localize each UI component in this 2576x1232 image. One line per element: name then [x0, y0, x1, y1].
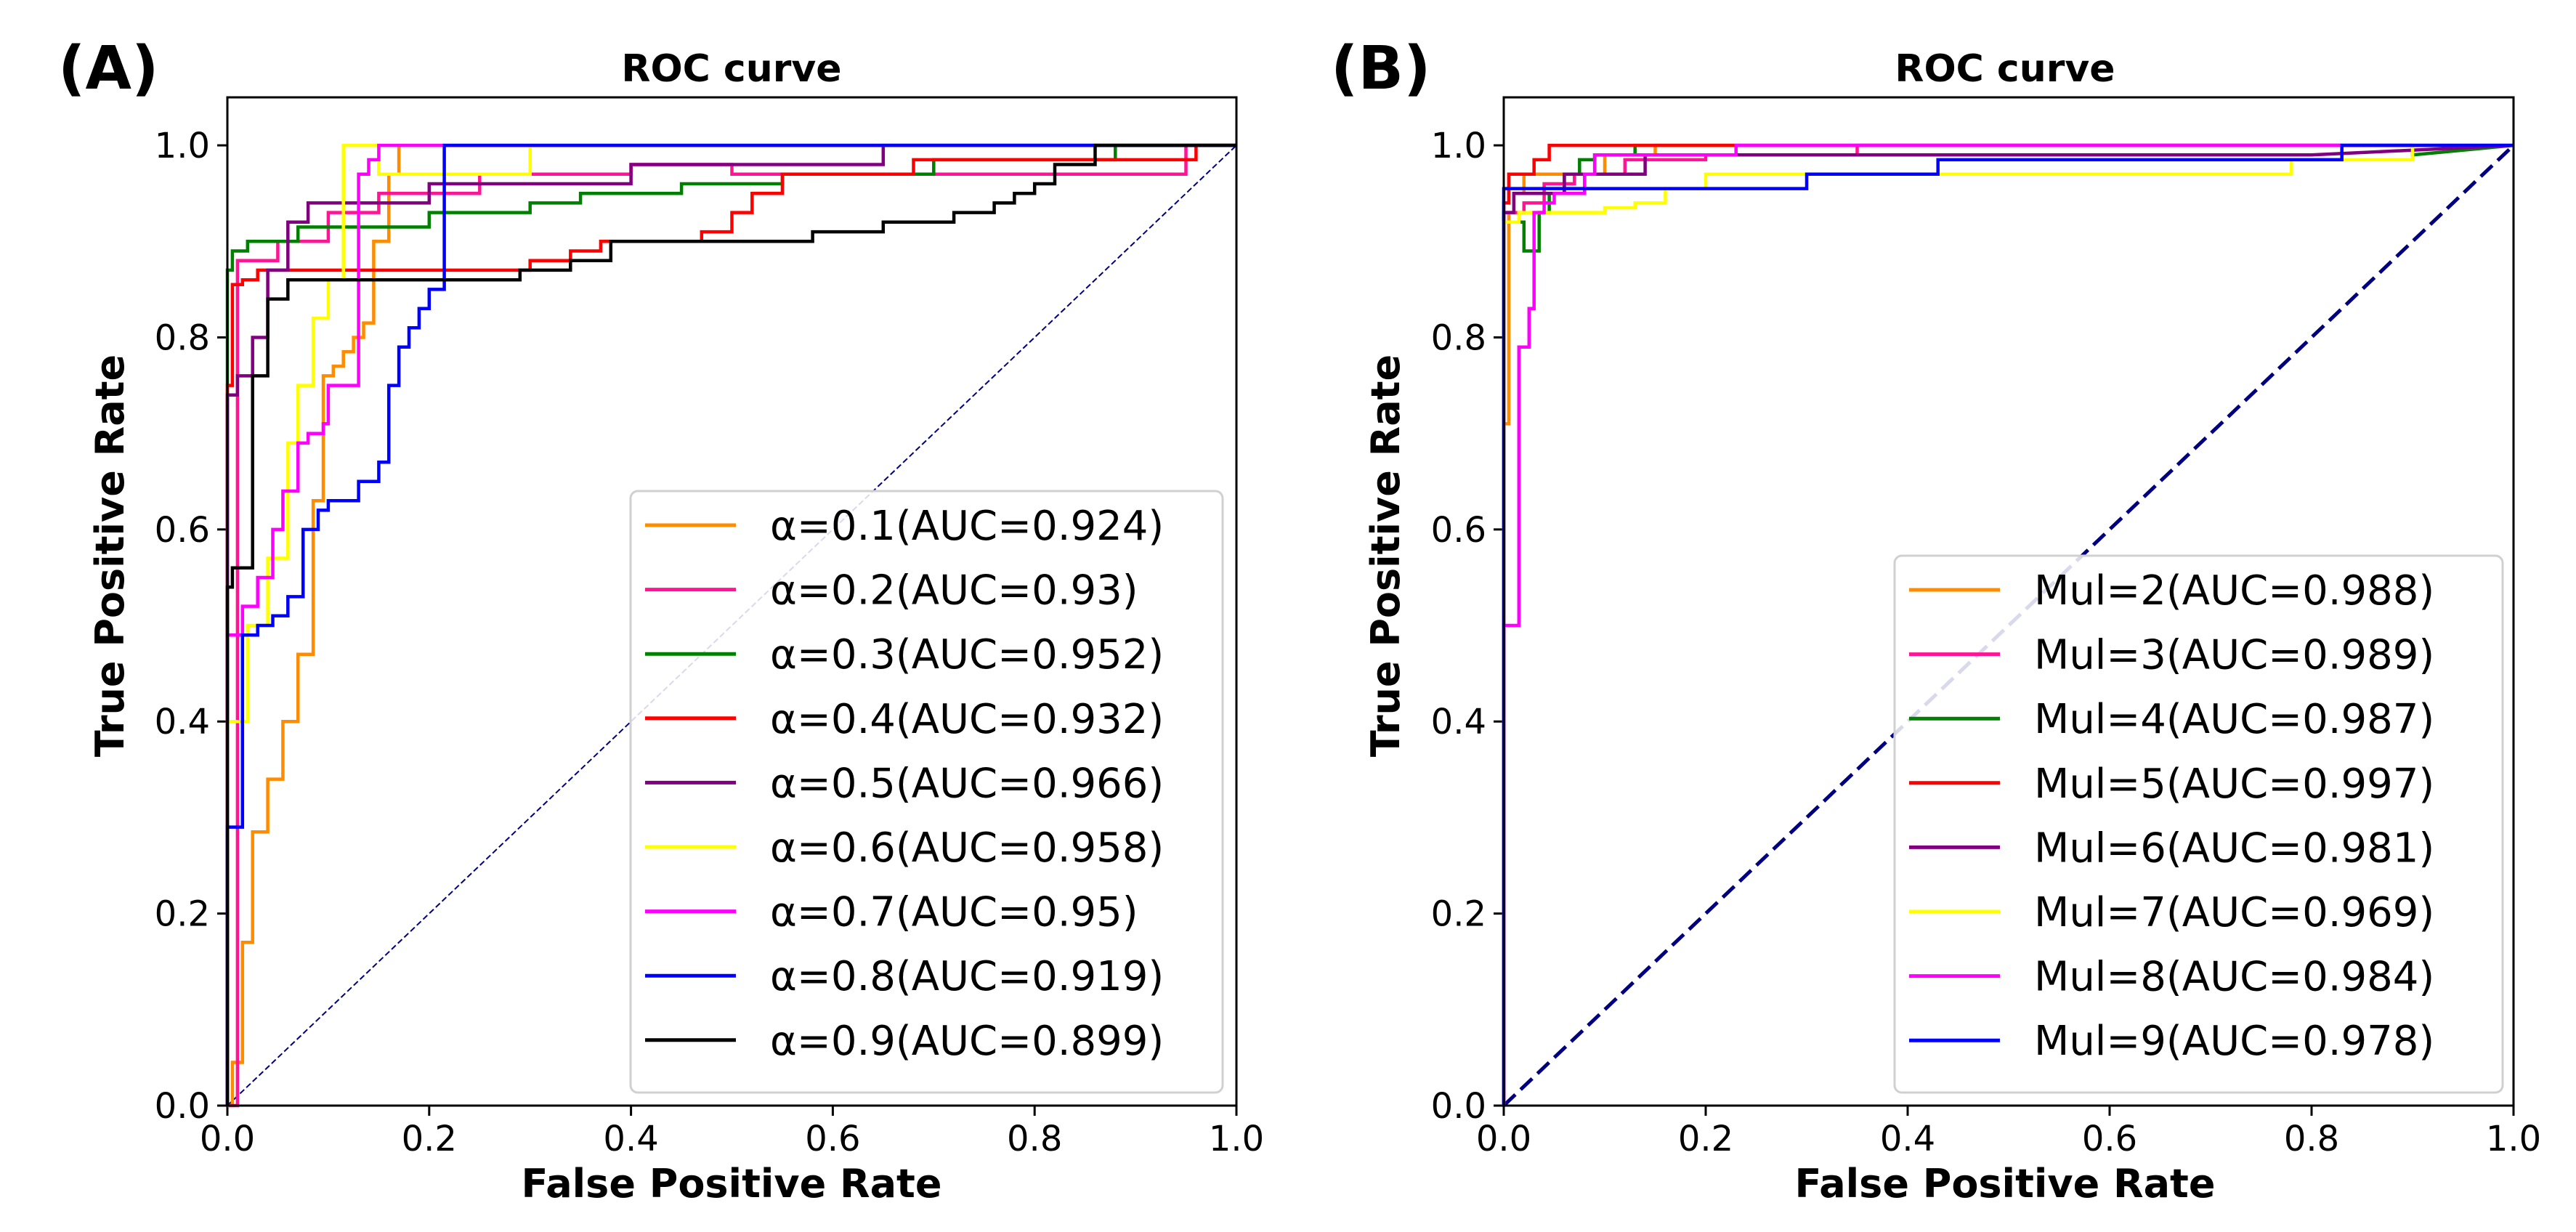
legend-label: α=0.5(AUC=0.966) — [770, 760, 1164, 807]
roc-series-line — [225, 143, 1236, 1106]
ticks: 0.00.0 0.2 0.2 0.4 0.4 0.6 0.6 0.8 0.8 1.0 1.0 — [155, 126, 1265, 1159]
x-tick-label: 0.6 — [805, 1119, 860, 1159]
y-tick-label: 0.2 — [1431, 894, 1486, 935]
roc-series-line — [225, 143, 1236, 1106]
legend-label: Mul=2(AUC=0.988) — [2034, 567, 2434, 615]
diagonal-line — [227, 145, 1237, 1106]
roc-series-line — [225, 143, 1236, 1106]
y-tick-label: 0.2 — [155, 894, 210, 935]
ticks: 0.00.0 0.2 0.2 0.4 0.4 0.6 0.6 0.8 0.8 1.0 1.0 — [1431, 126, 2542, 1159]
roc-series-line — [225, 143, 1236, 1106]
legend-label: α=0.6(AUC=0.958) — [770, 824, 1164, 872]
legend-label: Mul=8(AUC=0.984) — [2034, 954, 2434, 1001]
legend-label: Mul=4(AUC=0.987) — [2034, 696, 2434, 743]
chance-diagonal — [227, 145, 1237, 1106]
x-tick-label: 0.0 — [1476, 1119, 1531, 1159]
legend-label: α=0.3(AUC=0.952) — [770, 631, 1164, 678]
chart-title: ROC curve — [621, 47, 841, 91]
panel-b: (B) ROC curve False Positive Rate True P… — [1331, 34, 2541, 1207]
x-tick-label: 0.4 — [603, 1119, 658, 1159]
chart-title: ROC curve — [1895, 47, 2115, 91]
x-axis-label: False Positive Rate — [1795, 1161, 2216, 1207]
roc-series-line — [225, 143, 1236, 1106]
x-tick-label: 0.0 — [200, 1119, 255, 1159]
legend-label: α=0.8(AUC=0.919) — [770, 953, 1164, 1000]
roc-series-line — [1502, 143, 2514, 1106]
legend-box — [1893, 554, 2504, 1094]
legend-label: Mul=3(AUC=0.989) — [2034, 632, 2434, 679]
y-tick-label: 1.0 — [1431, 126, 1486, 166]
roc-series-line — [1502, 143, 2514, 1106]
legend-label: α=0.9(AUC=0.899) — [770, 1018, 1164, 1065]
y-tick-label: 1.0 — [155, 126, 210, 166]
panel-label: (B) — [1331, 34, 1430, 103]
roc-series-line — [227, 143, 1236, 1108]
legend: Mul=2(AUC=0.988) Mul=3(AUC=0.989) Mul=4(AU… — [1893, 554, 2504, 1094]
roc-curves — [225, 143, 1236, 1108]
y-tick-label: 0.8 — [155, 317, 210, 358]
legend-label: Mul=9(AUC=0.978) — [2034, 1018, 2434, 1065]
y-tick-label: 0.6 — [1431, 510, 1486, 551]
legend-label: Mul=7(AUC=0.969) — [2034, 889, 2434, 936]
legend-label: Mul=6(AUC=0.981) — [2034, 824, 2434, 872]
x-tick-label: 0.2 — [1678, 1119, 1733, 1159]
roc-series-line — [1502, 143, 2514, 1106]
roc-series-line — [225, 143, 1236, 1106]
x-tick-label: 0.8 — [1007, 1119, 1062, 1159]
x-axis-label: False Positive Rate — [522, 1161, 942, 1207]
plot-frame — [1502, 96, 2515, 1107]
y-axis-label: True Positive Rate — [87, 354, 133, 757]
panel-label: (A) — [58, 34, 158, 103]
legend-label: α=0.1(AUC=0.924) — [770, 503, 1164, 550]
y-tick-label: 0.0 — [155, 1086, 210, 1127]
x-tick-label: 1.0 — [1209, 1119, 1264, 1159]
x-tick-label: 0.8 — [2284, 1119, 2339, 1159]
y-tick-label: 0.4 — [155, 702, 210, 742]
legend-label: α=0.7(AUC=0.95) — [770, 889, 1138, 936]
x-tick-label: 0.6 — [2082, 1119, 2137, 1159]
roc-curves — [1502, 143, 2514, 1106]
legend-label: Mul=5(AUC=0.997) — [2034, 761, 2434, 808]
plot-frame — [226, 96, 1238, 1107]
y-tick-label: 0.8 — [1431, 317, 1486, 358]
x-tick-label: 0.2 — [402, 1119, 457, 1159]
y-tick-label: 0.0 — [1431, 1086, 1486, 1127]
y-tick-label: 0.6 — [155, 510, 210, 551]
x-tick-label: 1.0 — [2486, 1119, 2541, 1159]
roc-series-line — [1502, 143, 2514, 1106]
x-tick-label: 0.4 — [1880, 1119, 1935, 1159]
legend-label: α=0.2(AUC=0.93) — [770, 567, 1138, 615]
legend-box — [629, 490, 1224, 1094]
panel-a: (A) ROC curve False Positive Rate True P… — [58, 34, 1264, 1207]
y-axis-label: True Positive Rate — [1363, 354, 1409, 757]
legend-label: α=0.4(AUC=0.932) — [770, 696, 1164, 743]
legend: α=0.1(AUC=0.924) α=0.2(AUC=0.93) α=0.3(AUC… — [629, 490, 1224, 1094]
y-tick-label: 0.4 — [1431, 702, 1486, 742]
roc-series-line — [225, 143, 1236, 1106]
